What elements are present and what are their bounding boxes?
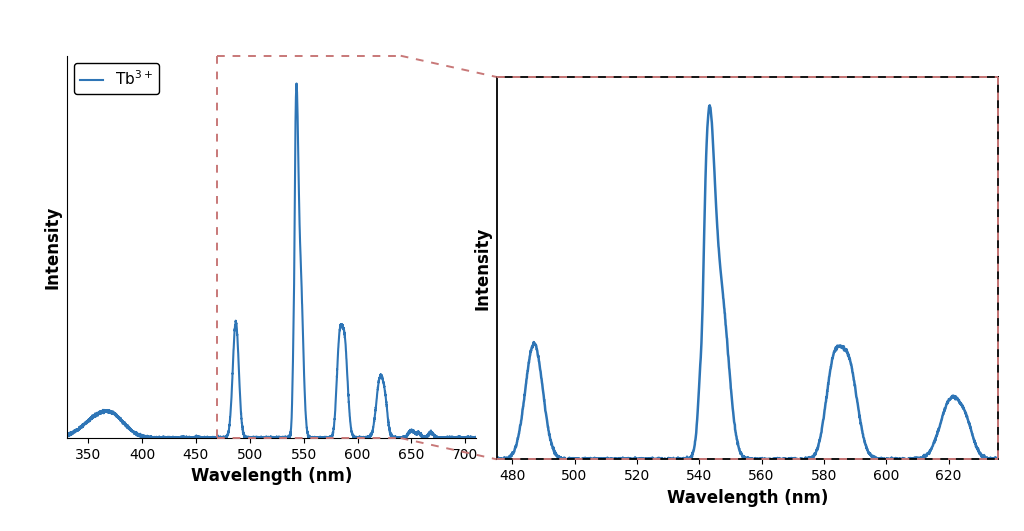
Legend: Tb$^{3+}$: Tb$^{3+}$: [74, 63, 160, 95]
Y-axis label: Intensity: Intensity: [43, 205, 61, 289]
X-axis label: Wavelength (nm): Wavelength (nm): [190, 467, 352, 485]
Y-axis label: Intensity: Intensity: [473, 226, 492, 310]
X-axis label: Wavelength (nm): Wavelength (nm): [667, 489, 828, 507]
